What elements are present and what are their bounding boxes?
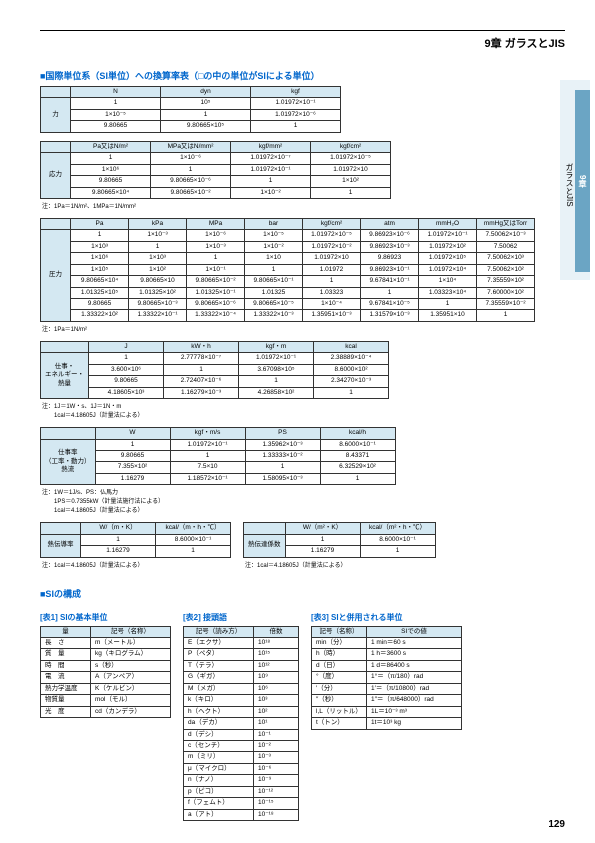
note-stress: 注：1Pa＝1N/m²、1MPa＝1N/mm² bbox=[42, 201, 565, 210]
tbl3-title: [表3] SIと併用される単位 bbox=[311, 612, 462, 623]
tbl1-title: [表1] SIの基本単位 bbox=[40, 612, 171, 623]
header-rule bbox=[40, 30, 565, 31]
note-power: 注：1W＝1J/s、PS：仏馬力 1PS＝0.7355kW（計量法施行法による）… bbox=[42, 487, 565, 514]
table-power: Wkgf・m/sPSkcal/h仕事率 （工率・動力） 熱流11.01972×1… bbox=[40, 427, 396, 485]
table-pressure: PakPaMPabarkgf/cm²atmmmH₂OmmHg又はTorr圧力11… bbox=[40, 218, 535, 322]
table-heat-transfer: W/（m²・K）kcal/（m²・h・℃）熱伝達係数18.6000×10⁻¹1.… bbox=[243, 522, 436, 557]
note-pressure: 注：1Pa＝1N/m² bbox=[42, 324, 565, 333]
page-number: 129 bbox=[548, 819, 565, 830]
page-container: 9章 ガラスとJIS 9章 ガラスとJIS ■国際単位系（SI単位）への換算率表… bbox=[0, 0, 595, 843]
table-thermal-cond: W/（m・K）kcal/（m・h・℃）熱伝導率18.6000×10⁻¹1.162… bbox=[40, 522, 231, 557]
table-stress: Pa又はN/m² MPa又はN/mm² kgf/mm² kgf/cm² 応力 1… bbox=[40, 141, 391, 199]
table-force: N dyn kgf 力 110⁵1.01972×10⁻¹ 1×10⁻⁵11.01… bbox=[40, 86, 341, 133]
table-prefixes: 記号（読み方）倍数E（エクサ）10¹⁸P（ペタ）10¹⁵T（テラ）10¹²G（ギ… bbox=[183, 626, 299, 821]
table-energy: JkW・hkgf・mkcal仕事・ エネルギー・ 熱量12.77778×10⁻⁷… bbox=[40, 341, 389, 399]
section2-title: ■SIの構成 bbox=[40, 587, 565, 600]
sidebar-chapter-text: ガラスとJIS bbox=[564, 90, 575, 280]
section1-title: ■国際単位系（SI単位）への換算率表（□の中の単位がSIによる単位） bbox=[40, 69, 565, 82]
chapter-title: 9章 ガラスとJIS bbox=[40, 35, 565, 51]
note-energy: 注：1J＝1W・s、1J＝1N・m 1cal＝4.18605J（計量法による） bbox=[42, 401, 565, 419]
tbl2-title: [表2] 接頭語 bbox=[183, 612, 299, 623]
sidebar-tab: 9章 ガラスとJIS bbox=[560, 80, 590, 280]
sidebar-chapter-num: 9章 bbox=[575, 90, 590, 272]
table-base-units: 量記号（名称）長 さm（メートル）質 量kg（キログラム）時 間s（秒）電 流A… bbox=[40, 626, 171, 719]
table-si-compat: 記号（名称）SIでの値min（分）1 min＝60 sh（時）1 h＝3600 … bbox=[311, 626, 462, 730]
